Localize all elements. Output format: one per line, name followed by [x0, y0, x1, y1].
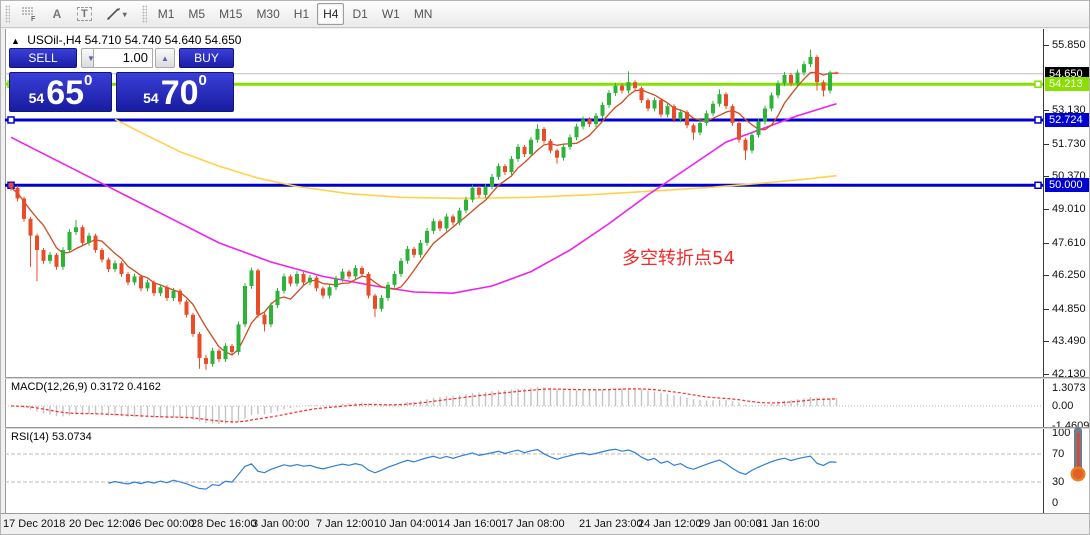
toolbar-grip[interactable] — [5, 5, 10, 23]
time-axis-label: 26 Dec 00:00 — [129, 518, 195, 530]
rsi-scale-label: 0 — [1052, 497, 1059, 509]
thermometer-icon — [1070, 427, 1086, 482]
price-tick-label: 43.490 — [1052, 335, 1086, 348]
time-axis-label: 3 Jan 00:00 — [252, 518, 310, 530]
chart-annotation-text[interactable]: 多空转折点54 — [622, 248, 735, 269]
text-label-icon[interactable]: T — [71, 3, 98, 25]
time-axis-label: 31 Jan 16:00 — [756, 518, 820, 530]
line-studies-icon[interactable]: ▾ — [100, 3, 133, 25]
axis-tick-dash — [1044, 242, 1049, 244]
sell-price-display[interactable]: 54 65 0 — [9, 72, 112, 112]
time-axis-label: 21 Jan 23:00 — [579, 518, 643, 530]
buy-button[interactable]: BUY — [179, 48, 234, 68]
macd-label: MACD(12,26,9) 0.3172 0.4162 — [11, 381, 161, 393]
time-axis-label: 14 Jan 16:00 — [438, 518, 502, 530]
axis-tick-dash — [1044, 275, 1049, 277]
collapse-triangle-icon[interactable]: ▲ — [11, 36, 20, 46]
chart-header: ▲ USOil-,H4 54.710 54.740 54.640 54.650 — [11, 33, 241, 47]
symbol-ohlc-text: USOil-,H4 54.710 54.740 54.640 54.650 — [27, 33, 242, 47]
timeframe-button-m5[interactable]: M5 — [188, 7, 206, 21]
axis-tick-dash — [1044, 308, 1049, 310]
axis-tick-dash — [1044, 110, 1049, 112]
axis-tick-dash — [1044, 176, 1049, 178]
timeframe-button-m30[interactable]: M30 — [256, 7, 280, 21]
volume-up-button[interactable]: ▲ — [155, 48, 175, 68]
macd-scale-label: 1.3073 — [1052, 382, 1086, 395]
timeframe-button-m1[interactable]: M1 — [157, 7, 175, 21]
rsi-scale-label: 100 — [1052, 427, 1071, 439]
price-badge: 50.000 — [1045, 178, 1089, 193]
price-tick-label: 49.010 — [1052, 203, 1086, 216]
rsi-scale-label: 30 — [1052, 476, 1065, 488]
timeframe-button-w1[interactable]: W1 — [381, 7, 400, 21]
time-axis-label: 17 Jan 08:00 — [501, 518, 565, 530]
price-tick-label: 51.730 — [1052, 137, 1086, 150]
timeframe-button-d1[interactable]: D1 — [352, 7, 368, 21]
rsi-label: RSI(14) 53.0734 — [11, 431, 92, 443]
volume-input[interactable]: 1.00 — [93, 48, 153, 68]
buy-price-display[interactable]: 54 70 0 — [116, 72, 234, 112]
timeframe-button-h1[interactable]: H1 — [293, 7, 310, 21]
timeframe-button-h4[interactable]: H4 — [317, 3, 345, 25]
axis-tick-dash — [1044, 143, 1049, 145]
axis-tick-dash — [1044, 341, 1049, 343]
rsi-scale-label: 70 — [1052, 448, 1065, 460]
one-click-trade-panel: SELL ▼ 1.00 ▲ BUY 54 65 0 54 70 0 — [9, 48, 234, 113]
time-axis-label: 29 Jan 00:00 — [698, 518, 762, 530]
time-axis-label: 24 Jan 12:00 — [638, 518, 702, 530]
time-axis-label: 17 Dec 2018 — [3, 518, 66, 530]
dropdown-caret-icon: ▾ — [122, 9, 127, 19]
axis-tick-dash — [1044, 209, 1049, 211]
time-axis-label: 28 Dec 16:00 — [191, 518, 257, 530]
price-tick-label: 47.610 — [1052, 236, 1086, 249]
macd-pane-splitter[interactable] — [5, 377, 1089, 379]
timeframe-button-m15[interactable]: M15 — [219, 7, 243, 21]
time-axis[interactable]: 17 Dec 2018 20 Dec 12:00 26 Dec 00:00 28 De… — [1, 513, 1089, 534]
toolbar: F A T ▾ M1 M5 M15 M30 H1 H4 D1 W1 MN — [1, 1, 1089, 28]
price-badge: 54.213 — [1045, 77, 1089, 92]
macd-scale-label: 0.00 — [1052, 400, 1074, 412]
timeframe-button-mn[interactable]: MN — [413, 7, 433, 21]
price-tick-label: 55.850 — [1052, 39, 1086, 51]
font-a-icon[interactable]: A — [52, 7, 62, 21]
sell-button[interactable]: SELL — [9, 48, 77, 68]
rsi-pane-splitter[interactable] — [5, 427, 1089, 429]
axis-tick-dash — [1044, 374, 1049, 375]
time-axis-label: 10 Jan 04:00 — [374, 518, 438, 530]
time-axis-label: 20 Dec 12:00 — [69, 518, 135, 530]
templates-grid-icon[interactable]: F — [15, 3, 43, 25]
svg-text:F: F — [31, 16, 36, 22]
time-axis-label: 7 Jan 12:00 — [316, 518, 374, 530]
price-tick-label: 44.850 — [1052, 302, 1086, 315]
toolbar-grip-2[interactable] — [141, 5, 147, 23]
axis-tick-dash — [1044, 45, 1049, 46]
price-badge: 52.724 — [1045, 112, 1089, 127]
timeframe-buttons: M1 M5 M15 M30 H1 H4 D1 W1 MN — [151, 3, 440, 25]
price-tick-label: 46.250 — [1052, 269, 1086, 282]
